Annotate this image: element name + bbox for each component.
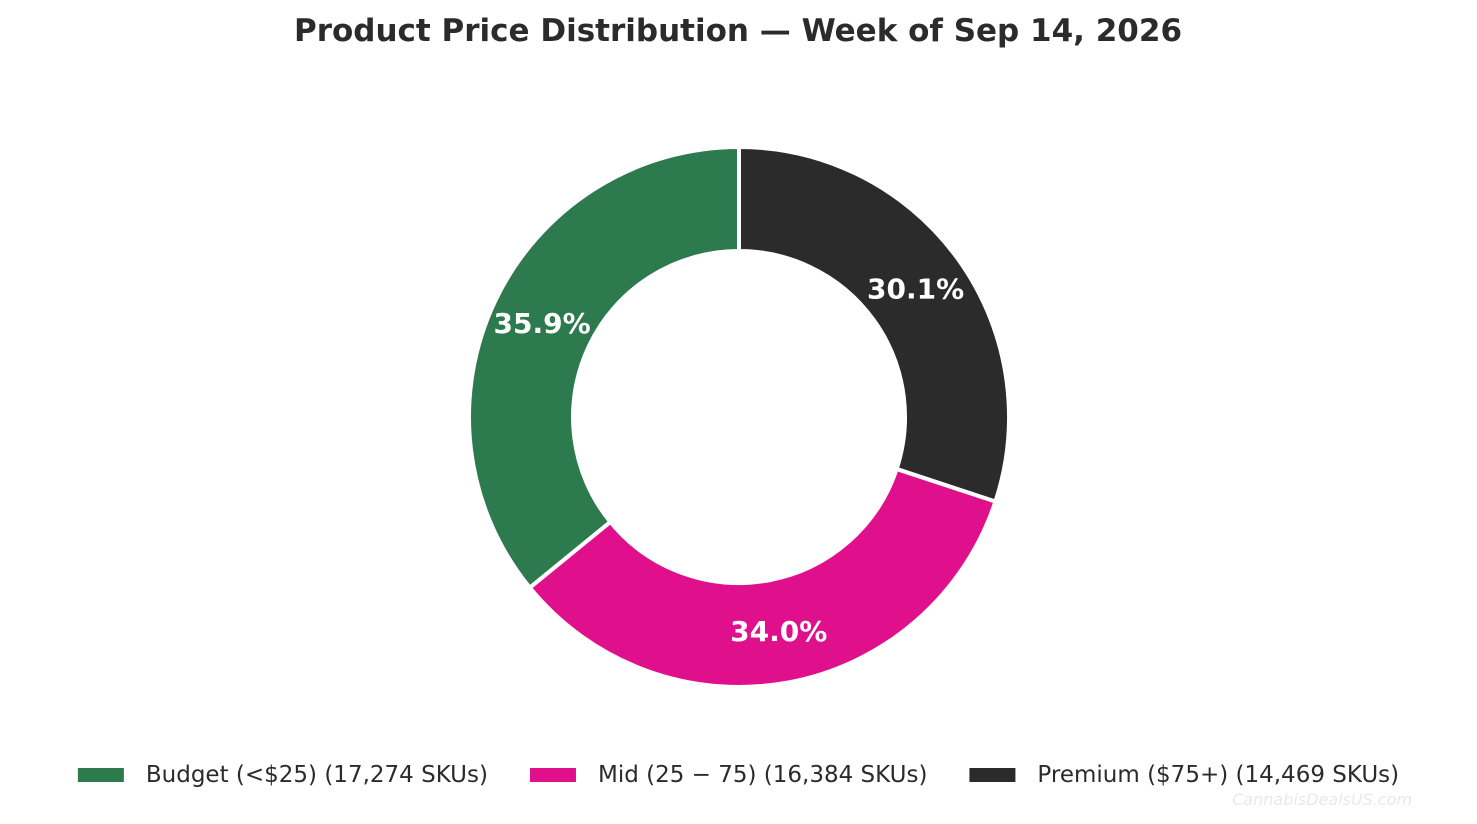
watermark: CannabisDealsUS.com: [1232, 790, 1412, 809]
legend-swatch-1: [529, 768, 576, 782]
chart-title: Product Price Distribution — Week of Sep…: [294, 13, 1182, 49]
slice-label-1: 34.0%: [730, 615, 827, 648]
legend-label-2: Premium ($75+) (14,469 SKUs): [1037, 762, 1399, 788]
legend-label-1: Mid (25 − 75) (16,384 SKUs): [598, 762, 927, 788]
slice-1: [527, 466, 998, 689]
slice-label-2: 30.1%: [867, 273, 964, 306]
legend-swatch-0: [77, 768, 124, 782]
slice-2: [737, 145, 1011, 504]
slice-labels: 35.9% 34.0% 30.1%: [493, 273, 964, 648]
legend-label-0: Budget (<$25) (17,274 SKUs): [146, 762, 488, 788]
donut-slices: [467, 145, 1011, 689]
legend: Budget (<$25) (17,274 SKUs) Mid (25 − 75)…: [77, 762, 1399, 788]
slice-0: [467, 145, 741, 590]
legend-swatch-2: [969, 768, 1016, 782]
slice-label-0: 35.9%: [493, 307, 590, 340]
